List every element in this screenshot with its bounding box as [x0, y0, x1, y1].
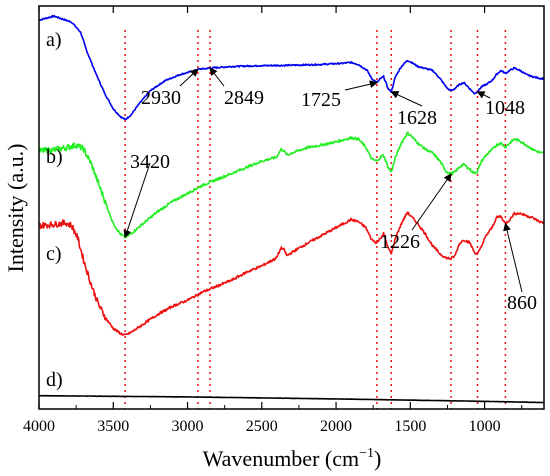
annotation-1048: 1048	[485, 97, 525, 119]
x-axis: 4000 3500 3000 2500 2000 1500 1000	[23, 6, 523, 435]
series-d	[38, 394, 545, 404]
annotation-arrow-2849	[209, 67, 225, 87]
annotation-2849: 2849	[224, 87, 264, 109]
annotation-arrows	[123, 67, 523, 293]
x-tick-label-3000: 3000	[172, 418, 204, 435]
trace-label-d: d)	[46, 369, 63, 391]
annotation-3420: 3420	[130, 151, 170, 173]
annotation-860: 860	[507, 292, 537, 314]
annotation-arrow-2930	[179, 68, 199, 87]
spectra-series	[38, 14, 545, 404]
series-b	[38, 131, 545, 239]
x-tick-label-3500: 3500	[97, 418, 129, 435]
annotation-arrow-1725	[344, 80, 378, 91]
annotation-1628: 1628	[397, 107, 437, 129]
annotation-arrow-1048	[476, 91, 491, 99]
annotation-arrow-1628	[390, 91, 423, 107]
x-axis-label: Wavenumber (cm−1)	[203, 446, 382, 471]
plot-frame	[38, 5, 545, 410]
trace-label-b: b)	[46, 146, 63, 168]
series-a	[38, 14, 545, 121]
series-c	[38, 211, 545, 336]
x-tick-label-4000: 4000	[23, 418, 55, 435]
trace-label-c: c)	[46, 243, 62, 265]
annotation-2930: 2930	[141, 87, 181, 109]
x-axis-label-close: )	[374, 446, 381, 471]
annotation-arrow-1226	[411, 173, 452, 231]
x-tick-label-1500: 1500	[394, 418, 426, 435]
annotation-arrow-860	[503, 222, 523, 293]
x-tick-label-2500: 2500	[246, 418, 278, 435]
reference-lines	[124, 30, 507, 409]
annotation-arrow-3420	[123, 162, 151, 239]
trace-label-a: a)	[46, 29, 62, 51]
x-tick-label-1000: 1000	[469, 418, 501, 435]
x-tick-label-2000: 2000	[320, 418, 352, 435]
annotation-1226: 1226	[380, 231, 420, 253]
y-axis-label: Intensity (a.u.)	[3, 144, 28, 273]
x-axis-label-superscript: −1	[359, 446, 374, 461]
annotation-1725: 1725	[301, 89, 341, 111]
x-axis-label-main: Wavenumber (cm	[203, 446, 359, 471]
